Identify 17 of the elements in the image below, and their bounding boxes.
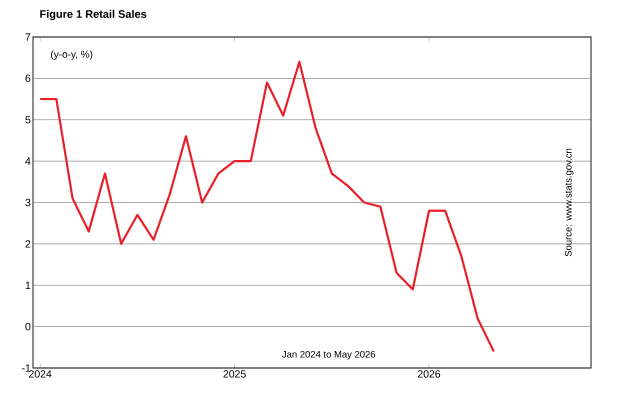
y-tick-label: 7 (26, 33, 30, 41)
annotation: Source: www.stats.gov.cn (564, 148, 574, 256)
line-series (39, 60, 495, 353)
y-tick-label: -1 (22, 364, 30, 372)
y-tick-label: 3 (25, 198, 30, 206)
x-tick-label: 2026 (418, 370, 440, 378)
x-tick-label: 2024 (29, 370, 52, 378)
y-tick-label: 0 (25, 322, 30, 330)
y-tick-label: 1 (26, 282, 30, 289)
x-tick-label: 2025 (223, 370, 246, 378)
y-tick-label: 2 (26, 240, 30, 248)
chart-title: Figure 1 Retail Sales (40, 10, 146, 20)
y-tick-label: 6 (26, 74, 30, 82)
y-tick-label: 5 (25, 116, 30, 124)
annotation: Jan 2024 to May 2026 (282, 350, 376, 360)
y-axis-title: (y-o-y, %) (51, 50, 92, 60)
y-tick-label: 4 (25, 158, 30, 165)
